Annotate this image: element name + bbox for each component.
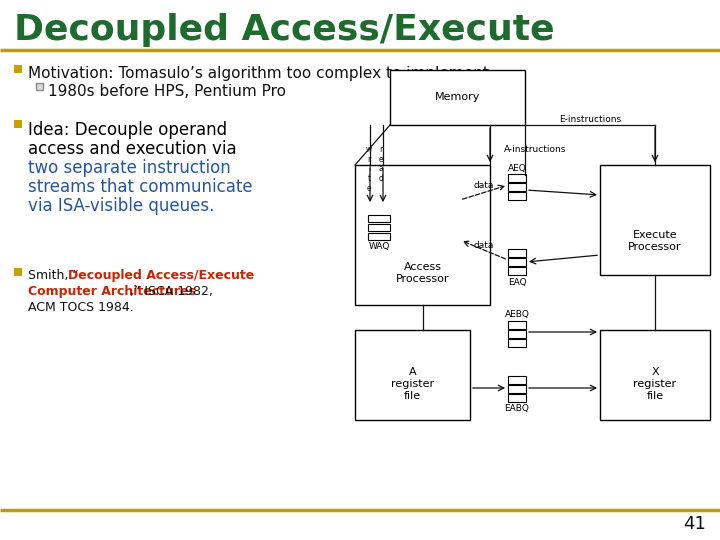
Text: AEQ: AEQ	[508, 164, 526, 172]
Bar	[355, 165, 490, 305]
Bar	[508, 192, 526, 200]
Text: data: data	[474, 240, 494, 249]
Text: register: register	[634, 379, 677, 389]
Bar	[14, 120, 22, 128]
Bar	[368, 215, 390, 222]
Text: data: data	[474, 180, 494, 190]
Text: two separate instruction: two separate instruction	[28, 159, 230, 177]
Text: Smith, “: Smith, “	[28, 269, 78, 282]
Text: Access: Access	[403, 262, 441, 272]
Text: Memory: Memory	[435, 92, 480, 103]
Text: register: register	[391, 379, 434, 389]
Bar	[14, 65, 22, 73]
Bar	[355, 330, 470, 420]
Text: file: file	[647, 391, 664, 401]
Text: access and execution via: access and execution via	[28, 140, 237, 158]
Bar	[508, 394, 526, 402]
Bar	[508, 258, 526, 266]
Bar	[508, 183, 526, 191]
Text: Computer Architectures: Computer Architectures	[28, 285, 196, 298]
Text: Decoupled Access/Execute: Decoupled Access/Execute	[68, 269, 254, 282]
Text: E-instructions: E-instructions	[559, 114, 621, 124]
Text: file: file	[404, 391, 421, 401]
Bar	[508, 376, 526, 384]
Bar	[508, 385, 526, 393]
Text: 41: 41	[683, 515, 706, 533]
Bar	[508, 339, 526, 347]
Bar	[14, 268, 22, 276]
Bar	[508, 330, 526, 338]
Text: Execute: Execute	[633, 230, 678, 240]
Bar	[508, 174, 526, 182]
Text: r
e
a
d: r e a d	[379, 145, 384, 183]
Text: ,” ISCA 1982,: ,” ISCA 1982,	[130, 285, 213, 298]
Bar	[36, 83, 43, 90]
Text: EABQ: EABQ	[505, 404, 529, 414]
Text: ACM TOCS 1984.: ACM TOCS 1984.	[28, 301, 134, 314]
Bar	[390, 70, 525, 125]
Text: Motivation: Tomasulo’s algorithm too complex to implement: Motivation: Tomasulo’s algorithm too com…	[28, 66, 489, 81]
Text: streams that communicate: streams that communicate	[28, 178, 253, 196]
Text: AEBQ: AEBQ	[505, 310, 529, 320]
Bar	[368, 224, 390, 231]
Text: Idea: Decouple operand: Idea: Decouple operand	[28, 121, 227, 139]
Text: 1980s before HPS, Pentium Pro: 1980s before HPS, Pentium Pro	[48, 84, 286, 99]
Bar	[508, 321, 526, 329]
Bar	[368, 233, 390, 240]
Text: EAQ: EAQ	[508, 278, 526, 287]
Text: X: X	[651, 367, 659, 377]
Text: via ISA-visible queues.: via ISA-visible queues.	[28, 197, 215, 215]
Text: A-instructions: A-instructions	[504, 145, 566, 154]
Text: WAQ: WAQ	[369, 242, 390, 252]
Text: A: A	[409, 367, 416, 377]
Text: Decoupled Access/Execute: Decoupled Access/Execute	[14, 13, 554, 47]
Text: Processor: Processor	[629, 242, 682, 252]
Bar	[508, 267, 526, 275]
Bar	[600, 165, 710, 275]
Bar	[508, 249, 526, 257]
Text: w
r
i
t
e: w r i t e	[366, 145, 372, 193]
Bar	[600, 330, 710, 420]
Text: Processor: Processor	[396, 274, 449, 284]
